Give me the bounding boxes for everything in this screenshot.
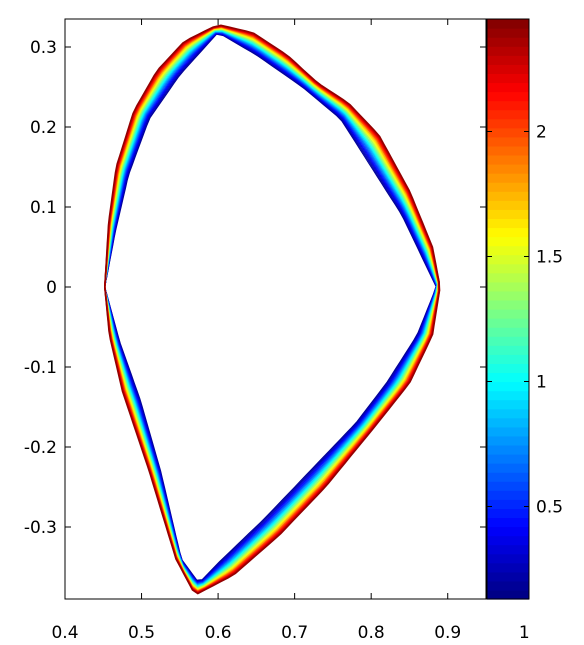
colorbar-segment: [487, 580, 529, 591]
y-tick-label: 0.2: [30, 118, 57, 138]
colorbar-segment: [487, 154, 529, 165]
colorbar-frame: [486, 18, 530, 600]
colorbar-segment: [487, 372, 529, 383]
colorbar-segment: [487, 272, 529, 283]
plot-axes-frame: [64, 18, 487, 600]
y-tick-label: -0.3: [24, 518, 57, 538]
colorbar-segment: [487, 417, 529, 428]
colorbar-segment: [487, 164, 529, 174]
colorbar: 0.5 1 1.5 2: [486, 18, 563, 600]
colorbar-segment: [487, 381, 529, 392]
colorbar-segment: [487, 299, 529, 310]
colorbar-segment: [487, 481, 529, 491]
colorbar-segment: [487, 145, 529, 156]
colorbar-segment: [487, 309, 529, 319]
colorbar-segment: [487, 100, 529, 111]
colorbar-segment: [487, 562, 529, 573]
colorbar-segment: [487, 490, 529, 500]
colorbar-segment: [487, 91, 529, 102]
colorbar-segment: [487, 318, 529, 328]
colorbar-segment: [487, 209, 529, 219]
colorbar-segment: [487, 82, 529, 93]
x-axis-ticks: 0.4 0.5 0.6 0.7 0.8 0.9 1: [51, 19, 530, 643]
colorbar-segment: [487, 435, 529, 446]
colorbar-segment: [487, 535, 529, 546]
x-tick-label: 0.9: [434, 623, 461, 643]
colorbar-segment: [487, 463, 529, 473]
colorbar-segment: [487, 327, 529, 337]
contour-lines: [103, 24, 441, 595]
colorbar-segment: [487, 236, 529, 247]
x-tick-label: 0.6: [205, 623, 232, 643]
colorbar-segment: [487, 218, 529, 229]
colorbar-segment: [487, 263, 529, 274]
y-tick-label: 0.1: [30, 198, 57, 218]
colorbar-segment: [487, 508, 529, 519]
x-tick-label: 0.7: [281, 623, 308, 643]
y-tick-label: -0.1: [24, 358, 57, 378]
colorbar-segment: [487, 472, 529, 482]
colorbar-tick-label: 1: [536, 373, 547, 393]
colorbar-segment: [487, 454, 529, 464]
colorbar-segment: [487, 55, 529, 65]
colorbar-segment: [487, 499, 529, 509]
colorbar-segment: [487, 73, 529, 84]
colorbar-segment: [487, 136, 529, 147]
colorbar-segment: [487, 408, 529, 419]
contour-level: [103, 24, 441, 595]
colorbar-tick-label: 0.5: [536, 498, 563, 518]
y-tick-label: -0.2: [24, 438, 57, 458]
colorbar-segment: [487, 64, 529, 74]
x-tick-label: 0.5: [128, 623, 155, 643]
y-axis-ticks: -0.3 -0.2 -0.1 0 0.1 0.2 0.3: [24, 38, 486, 538]
colorbar-segment: [487, 200, 529, 210]
colorbar-segment: [487, 426, 529, 437]
colorbar-tick-label: 2: [536, 123, 547, 143]
colorbar-segment: [487, 173, 529, 183]
colorbar-segment: [487, 544, 529, 555]
colorbar-segment: [487, 254, 529, 265]
colorbar-segment: [487, 182, 529, 192]
colorbar-segment: [487, 354, 529, 364]
colorbar-segment: [487, 28, 529, 38]
colorbar-segment: [487, 37, 529, 47]
colorbar-segment: [487, 245, 529, 256]
colorbar-tick-label: 1.5: [536, 248, 563, 268]
colorbar-segment: [487, 345, 529, 355]
colorbar-segment: [487, 281, 529, 292]
colorbar-segment: [487, 517, 529, 528]
y-tick-label: 0: [46, 278, 57, 298]
colorbar-segment: [487, 19, 529, 29]
colorbar-segment: [487, 118, 529, 129]
colorbar-segment: [487, 46, 529, 56]
colorbar-segment: [487, 589, 529, 600]
colorbar-segment: [487, 290, 529, 301]
x-tick-label: 0.4: [51, 623, 78, 643]
colorbar-segment: [487, 127, 529, 138]
colorbar-segment: [487, 109, 529, 120]
colorbar-segment: [487, 227, 529, 238]
colorbar-segment: [487, 390, 529, 401]
x-tick-label: 1: [519, 623, 530, 643]
colorbar-segment: [487, 571, 529, 582]
colorbar-segment: [487, 553, 529, 564]
colorbar-segment: [487, 336, 529, 346]
colorbar-segment: [487, 399, 529, 410]
x-tick-label: 0.8: [358, 623, 385, 643]
colorbar-segment: [487, 444, 529, 455]
colorbar-segment: [487, 363, 529, 374]
colorbar-segment: [487, 191, 529, 201]
colorbar-segment: [487, 526, 529, 537]
y-tick-label: 0.3: [30, 38, 57, 58]
